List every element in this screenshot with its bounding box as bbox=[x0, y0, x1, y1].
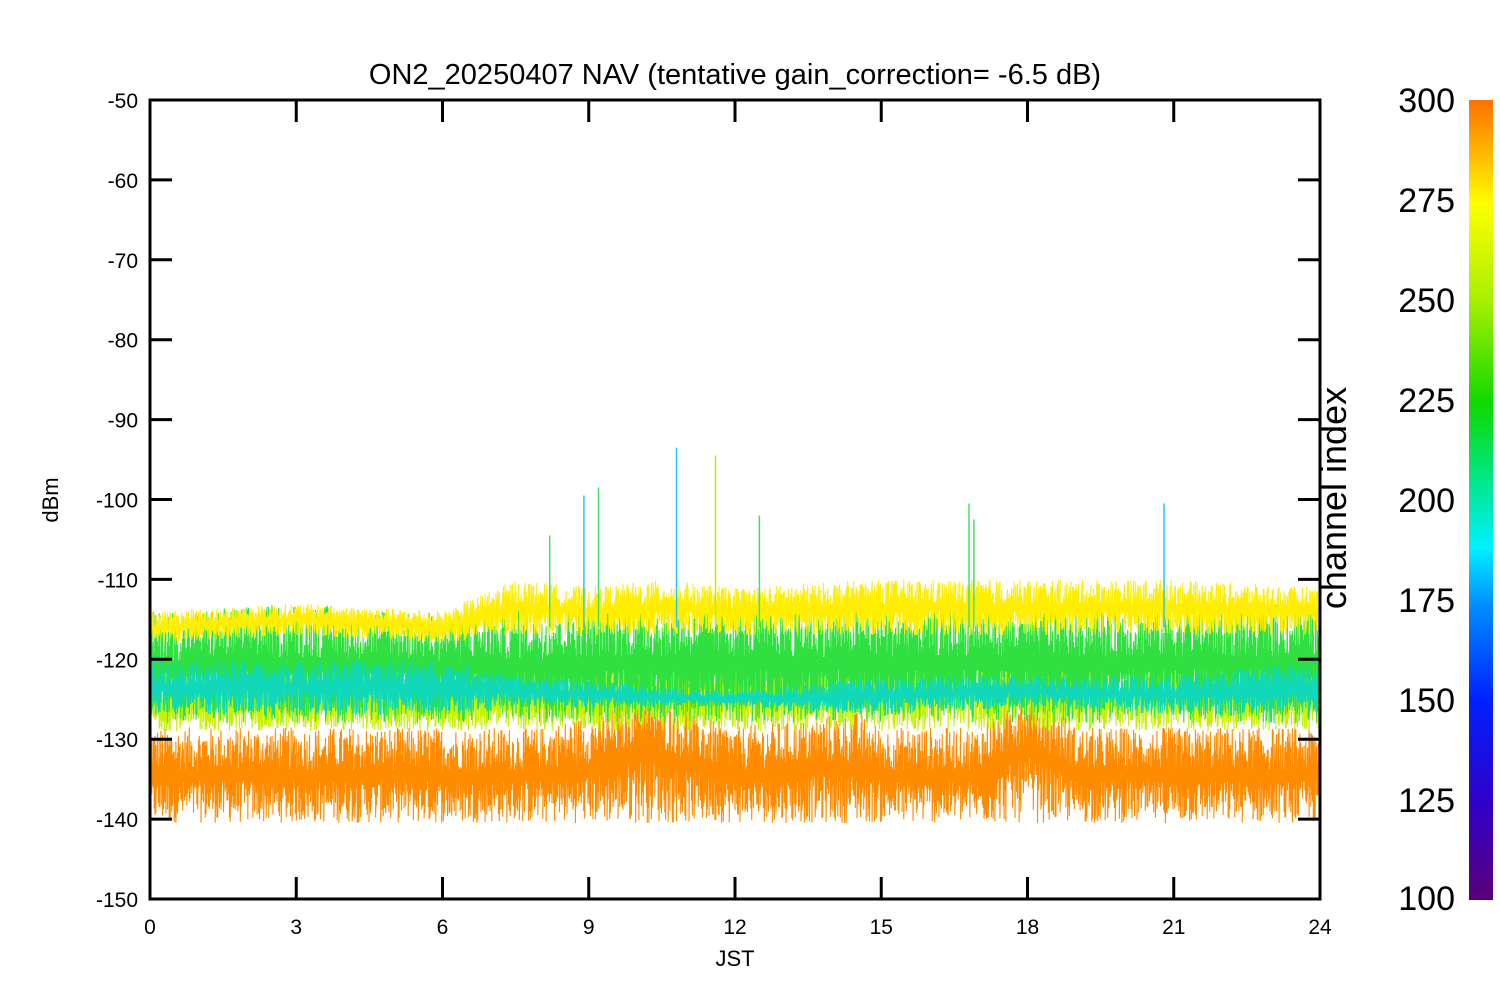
y-tick-label: -140 bbox=[96, 809, 138, 832]
colorbar-tick-label: 275 bbox=[1398, 182, 1455, 220]
y-tick-label: -80 bbox=[108, 330, 138, 353]
y-axis-label: dBm bbox=[38, 477, 63, 522]
y-axis: -50 -60 -70 -80 -90 -100 -110 -120 -130 -140 -150 bbox=[96, 90, 1320, 912]
colorbar-tick-label: 250 bbox=[1398, 282, 1455, 320]
x-tick-label: 3 bbox=[290, 916, 302, 939]
colorbar: 100 125 150 175 200 225 250 275 300 channel inde… bbox=[1313, 82, 1493, 918]
x-tick-label: 21 bbox=[1162, 916, 1185, 939]
x-tick-label: 24 bbox=[1308, 916, 1332, 939]
y-tick-label: -90 bbox=[108, 410, 138, 433]
colorbar-tick-label: 200 bbox=[1398, 482, 1455, 520]
y-tick-label: -50 bbox=[108, 90, 138, 113]
colorbar-ticks: 100 125 150 175 200 225 250 275 300 bbox=[1398, 82, 1455, 918]
x-tick-label: 9 bbox=[583, 916, 595, 939]
x-tick-label: 12 bbox=[723, 916, 746, 939]
x-tick-label: 15 bbox=[870, 916, 893, 939]
x-tick-label: 18 bbox=[1016, 916, 1039, 939]
series-1 bbox=[151, 679, 1320, 824]
colorbar-tick-label: 100 bbox=[1398, 880, 1455, 918]
colorbar-tick-label: 225 bbox=[1398, 382, 1455, 420]
y-tick-label: -100 bbox=[96, 490, 138, 513]
series-5 bbox=[151, 579, 1320, 643]
series-4 bbox=[151, 659, 1320, 716]
x-axis-label: JST bbox=[715, 946, 754, 971]
series-3 bbox=[151, 603, 1320, 724]
x-tick-label: 0 bbox=[144, 916, 156, 939]
y-tick-label: -60 bbox=[108, 170, 138, 193]
y-tick-label: -150 bbox=[96, 889, 138, 912]
y-tick-label: -110 bbox=[98, 569, 138, 592]
colorbar-tick-label: 175 bbox=[1398, 582, 1455, 620]
colorbar-tick-label: 300 bbox=[1398, 82, 1455, 120]
chart-title: ON2_20250407 NAV (tentative gain_correct… bbox=[369, 59, 1101, 91]
colorbar-label: channel index bbox=[1313, 387, 1354, 609]
x-tick-label: 6 bbox=[437, 916, 449, 939]
x-axis: 0 3 6 9 12 15 18 21 24 bbox=[144, 100, 1332, 939]
plot-data bbox=[151, 447, 1320, 824]
colorbar-scale bbox=[1469, 100, 1493, 900]
colorbar-tick-label: 125 bbox=[1398, 782, 1455, 820]
y-tick-label: -130 bbox=[96, 729, 138, 752]
y-tick-label: -70 bbox=[108, 250, 138, 273]
y-tick-label: -120 bbox=[96, 649, 138, 672]
colorbar-tick-label: 150 bbox=[1398, 682, 1455, 720]
